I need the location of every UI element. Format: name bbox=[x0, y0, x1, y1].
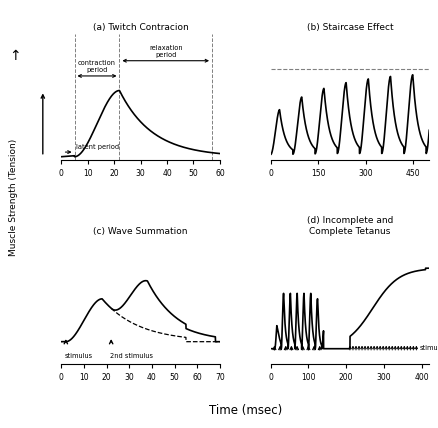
Text: ↑: ↑ bbox=[10, 49, 21, 62]
Text: relaxation
period: relaxation period bbox=[149, 45, 183, 58]
Title: (b) Staircase Effect: (b) Staircase Effect bbox=[307, 23, 393, 32]
Text: 2nd stimulus: 2nd stimulus bbox=[110, 354, 153, 360]
Text: Time (msec): Time (msec) bbox=[208, 404, 282, 417]
Text: contraction
period: contraction period bbox=[78, 60, 116, 73]
Text: stimulus: stimulus bbox=[65, 354, 93, 360]
Text: latent period: latent period bbox=[76, 144, 119, 150]
Title: (c) Wave Summation: (c) Wave Summation bbox=[93, 227, 188, 236]
Title: (a) Twitch Contracion: (a) Twitch Contracion bbox=[93, 23, 188, 32]
Text: stimuli: stimuli bbox=[420, 345, 438, 351]
Text: Muscle Strength (Tension): Muscle Strength (Tension) bbox=[9, 138, 18, 256]
Title: (d) Incomplete and
Complete Tetanus: (d) Incomplete and Complete Tetanus bbox=[307, 217, 393, 236]
